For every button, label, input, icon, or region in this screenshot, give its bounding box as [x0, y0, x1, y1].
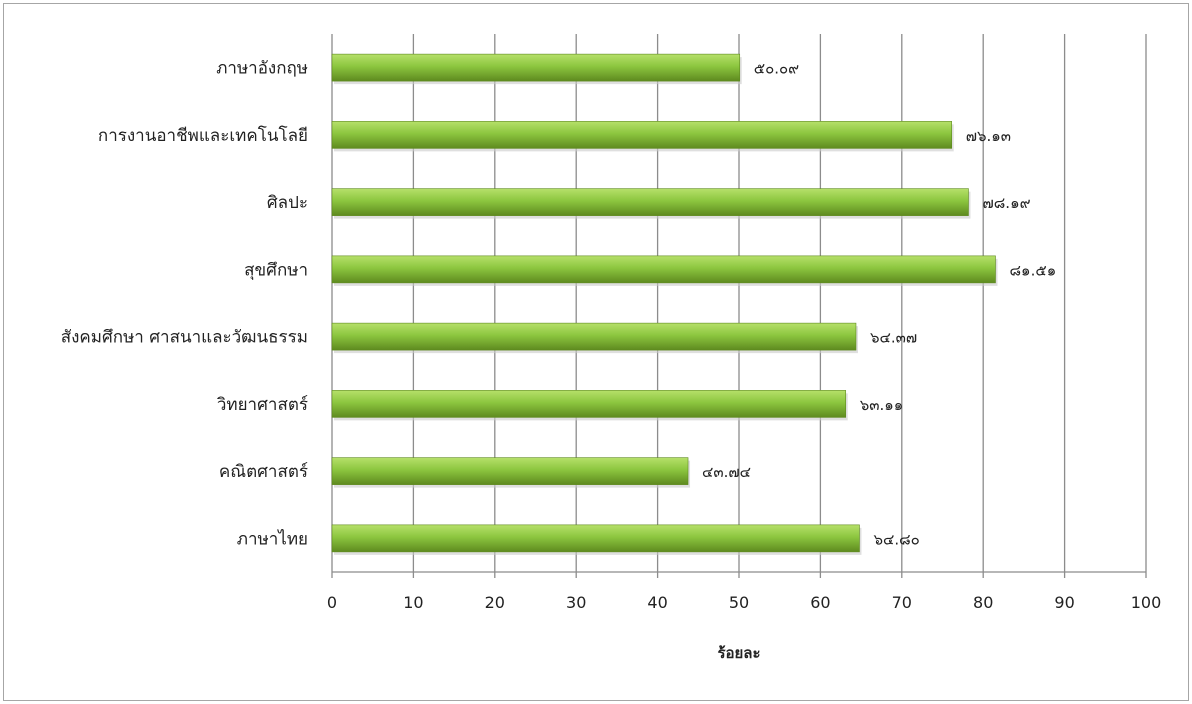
category-label: การงานอาชีพและเทคโนโลยี	[98, 125, 308, 146]
x-tick-label: 40	[647, 593, 667, 612]
chart-frame: 0 10 20 30 40 50 60 70 80 90 100 ภาษาอังกฤษ ๕๐.๐๙การ…	[3, 3, 1189, 701]
x-tick-label: 90	[1054, 593, 1074, 612]
x-tick-label: 30	[566, 593, 586, 612]
data-label: ๕๐.๐๙	[754, 60, 799, 78]
bar	[331, 188, 969, 216]
category-label: ภาษาไทย	[237, 528, 308, 549]
bar	[331, 121, 952, 149]
bar	[331, 390, 847, 418]
category-label: คณิตศาสตร์	[219, 462, 308, 482]
gridlines	[331, 34, 1147, 578]
labels: 0 10 20 30 40 50 60 70 80 90 100 ภาษาอังกฤษ ๕๐.๐๙การ…	[61, 59, 1162, 612]
bar	[331, 457, 689, 485]
bars	[331, 53, 998, 555]
data-label: ๗๘.๑๙	[982, 194, 1030, 212]
category-label: สังคมศึกษา ศาสนาและวัฒนธรรม	[61, 328, 308, 348]
data-label: ๗๖.๑๓	[966, 127, 1011, 145]
data-label: ๖๔.๓๗	[870, 329, 917, 347]
bar-chart: 0 10 20 30 40 50 60 70 80 90 100 ภาษาอังกฤษ ๕๐.๐๙การ…	[61, 34, 1162, 662]
x-tick-label: 80	[973, 593, 993, 612]
x-tick-label: 20	[485, 593, 505, 612]
data-label: ๔๓.๗๔	[702, 463, 751, 481]
bar	[331, 524, 860, 553]
x-axis-title: ร้อยละ	[717, 644, 760, 662]
bar	[331, 322, 857, 351]
data-label: ๖๓.๑๑	[860, 396, 904, 414]
category-label: ศิลปะ	[267, 193, 308, 213]
x-tick-label: 70	[892, 593, 912, 612]
x-tick-label: 0	[327, 593, 337, 612]
data-label: ๖๔.๘๐	[873, 530, 919, 548]
x-tick-label: 50	[729, 593, 749, 612]
category-label: สุขศึกษา	[244, 260, 308, 280]
x-tick-label: 10	[403, 593, 423, 612]
category-label: วิทยาศาสตร์	[216, 395, 308, 415]
category-label: ภาษาอังกฤษ	[216, 59, 308, 79]
bar	[331, 255, 996, 284]
data-label: ๘๑.๕๑	[1009, 261, 1056, 279]
bar	[331, 53, 741, 82]
x-tick-label: 100	[1131, 593, 1162, 612]
x-tick-label: 60	[810, 593, 830, 612]
